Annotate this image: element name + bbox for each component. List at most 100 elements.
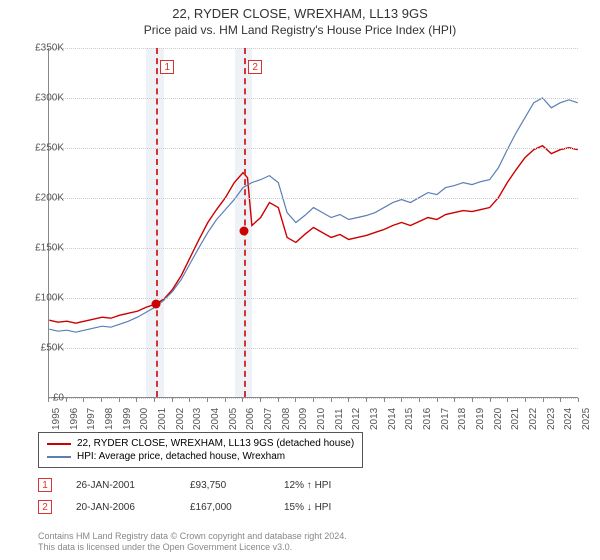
gridline (49, 348, 578, 349)
y-axis-label: £250K (35, 143, 64, 154)
x-axis-label: 1996 (69, 408, 80, 430)
gridline (49, 198, 578, 199)
x-tick (419, 398, 420, 402)
x-axis-label: 2003 (192, 408, 203, 430)
y-axis-label: £350K (35, 43, 64, 54)
footer-attribution: Contains HM Land Registry data © Crown c… (38, 531, 347, 554)
x-tick (472, 398, 473, 402)
gridline (49, 248, 578, 249)
x-tick (295, 398, 296, 402)
x-tick (525, 398, 526, 402)
chart-svg (49, 48, 578, 397)
x-axis-label: 2001 (157, 408, 168, 430)
x-axis-label: 2022 (528, 408, 539, 430)
transaction-date: 20-JAN-2006 (76, 502, 166, 513)
y-axis-label: £50K (41, 343, 64, 354)
x-axis-label: 2013 (369, 408, 380, 430)
legend-label: HPI: Average price, detached house, Wrex… (77, 451, 285, 462)
x-axis-label: 2012 (351, 408, 362, 430)
x-axis-label: 2017 (440, 408, 451, 430)
x-axis-label: 2004 (210, 408, 221, 430)
y-axis-label: £150K (35, 243, 64, 254)
legend-swatch (47, 456, 71, 458)
x-tick (543, 398, 544, 402)
legend-item: 22, RYDER CLOSE, WREXHAM, LL13 9GS (deta… (47, 437, 354, 450)
x-axis-label: 2020 (493, 408, 504, 430)
x-tick (172, 398, 173, 402)
x-axis-label: 2023 (546, 408, 557, 430)
x-tick (401, 398, 402, 402)
x-tick (119, 398, 120, 402)
x-tick (348, 398, 349, 402)
x-axis-label: 2010 (316, 408, 327, 430)
x-tick (207, 398, 208, 402)
gridline (49, 98, 578, 99)
x-axis-label: 2000 (139, 408, 150, 430)
x-axis-label: 2005 (228, 408, 239, 430)
transaction-marker-icon: 2 (38, 500, 52, 514)
x-tick (578, 398, 579, 402)
transaction-price: £167,000 (190, 502, 260, 513)
y-axis-label: £300K (35, 93, 64, 104)
x-tick (366, 398, 367, 402)
x-tick (136, 398, 137, 402)
x-axis-label: 2016 (422, 408, 433, 430)
x-tick (66, 398, 67, 402)
x-axis-label: 2002 (175, 408, 186, 430)
x-axis-label: 2025 (581, 408, 592, 430)
x-tick (384, 398, 385, 402)
x-tick (48, 398, 49, 402)
transaction-row: 2 20-JAN-2006 £167,000 15% ↓ HPI (38, 500, 331, 514)
chart-vline (156, 48, 158, 397)
transaction-delta: 15% ↓ HPI (284, 502, 331, 513)
series-marker (240, 227, 249, 236)
x-axis-label: 1995 (51, 408, 62, 430)
x-axis-label: 2006 (245, 408, 256, 430)
footer-line: Contains HM Land Registry data © Crown c… (38, 531, 347, 543)
gridline (49, 148, 578, 149)
transaction-price: £93,750 (190, 480, 260, 491)
legend-item: HPI: Average price, detached house, Wrex… (47, 450, 354, 463)
x-axis-label: 2015 (404, 408, 415, 430)
x-tick (437, 398, 438, 402)
transaction-marker-icon: 1 (38, 478, 52, 492)
x-axis-label: 1999 (122, 408, 133, 430)
x-tick (83, 398, 84, 402)
x-tick (189, 398, 190, 402)
x-axis-label: 2011 (334, 408, 345, 430)
x-tick (331, 398, 332, 402)
x-tick (101, 398, 102, 402)
x-axis-label: 1998 (104, 408, 115, 430)
y-axis-label: £200K (35, 193, 64, 204)
x-tick (507, 398, 508, 402)
x-tick (260, 398, 261, 402)
x-tick (313, 398, 314, 402)
gridline (49, 298, 578, 299)
x-axis-label: 2009 (298, 408, 309, 430)
x-tick (490, 398, 491, 402)
chart-title: 22, RYDER CLOSE, WREXHAM, LL13 9GS (0, 0, 600, 21)
x-tick (154, 398, 155, 402)
x-axis-label: 2014 (387, 408, 398, 430)
chart-subtitle: Price paid vs. HM Land Registry's House … (0, 21, 600, 37)
legend-label: 22, RYDER CLOSE, WREXHAM, LL13 9GS (deta… (77, 438, 354, 449)
x-tick (560, 398, 561, 402)
chart-vline (244, 48, 246, 397)
legend: 22, RYDER CLOSE, WREXHAM, LL13 9GS (deta… (38, 432, 363, 468)
chart-marker-label: 2 (248, 60, 262, 74)
x-axis-label: 2021 (510, 408, 521, 430)
x-axis-label: 2008 (281, 408, 292, 430)
x-axis-label: 1997 (86, 408, 97, 430)
series-line-price_paid (49, 146, 577, 323)
x-axis-label: 2024 (563, 408, 574, 430)
x-axis-label: 2018 (457, 408, 468, 430)
x-tick (242, 398, 243, 402)
x-tick (454, 398, 455, 402)
x-axis-label: 2007 (263, 408, 274, 430)
x-tick (278, 398, 279, 402)
legend-swatch (47, 443, 71, 445)
series-marker (152, 300, 161, 309)
transaction-date: 26-JAN-2001 (76, 480, 166, 491)
x-axis-label: 2019 (475, 408, 486, 430)
chart-plot-area: 12 (48, 48, 578, 398)
